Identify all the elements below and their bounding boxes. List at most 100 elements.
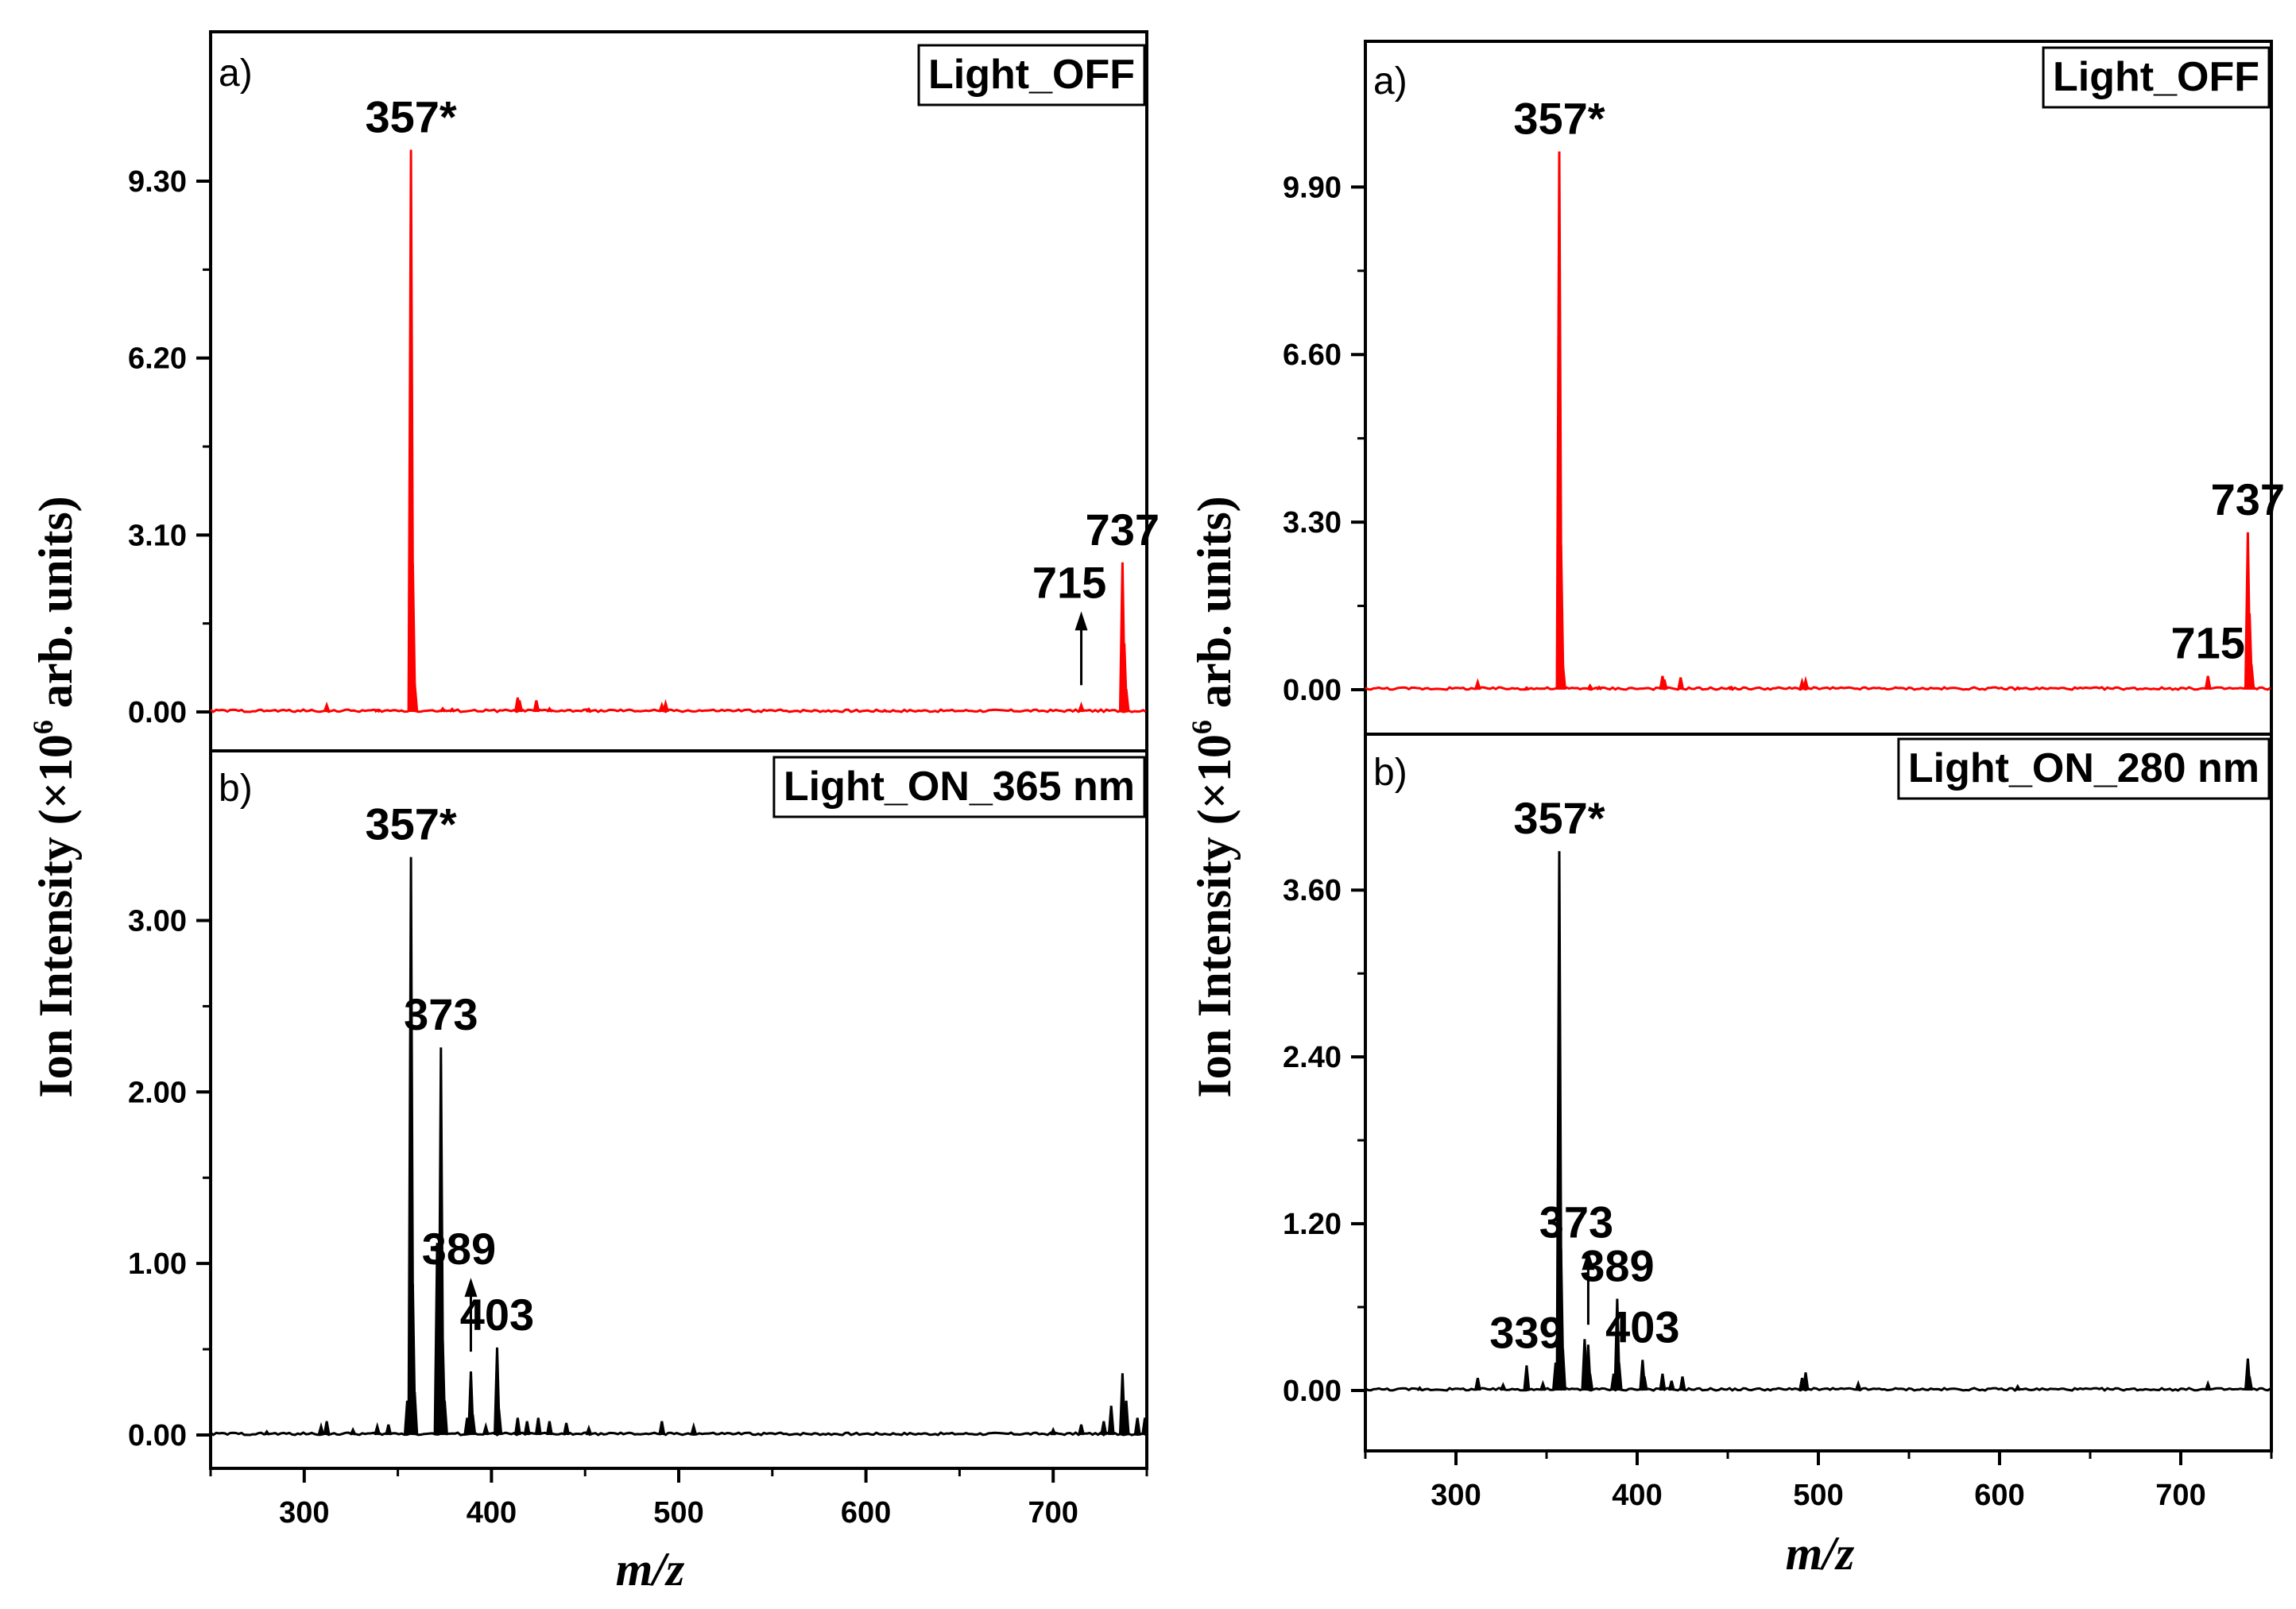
spectrum-peak [1559,1348,1566,1391]
plot-frame [209,749,1148,1470]
left-x-axis-title: m/z [616,1543,685,1595]
condition-label: Light_ON_280 nm [1908,745,2259,791]
spectrum-peak [323,1421,331,1436]
peak-annotation: 403 [460,1290,534,1340]
spectrum-peak [1473,678,1481,690]
right-y-axis-title-prefix: Ion Intensity (×10 [1188,734,1241,1098]
spectrum-peak [545,1421,553,1436]
spectrum-peak [658,1421,666,1436]
right-y-axis-title-suffix: arb. units) [1188,496,1241,720]
spectrum-peak [408,563,416,713]
spectrum-peak [263,1429,270,1436]
spectrum-peak [662,698,669,713]
y-tick-label: 3.00 [128,904,187,938]
spectrum-peak [1078,701,1085,713]
x-tick-label: 400 [467,1496,517,1530]
spectrum-peak [1728,685,1735,691]
spectrum-peak [563,1422,571,1436]
spectrum-peak [532,700,540,713]
spectrum-peak [1586,1373,1594,1391]
spectrum-peak [1133,1418,1141,1436]
right-y-axis-title: Ion Intensity (×106 arb. units) [1186,496,1241,1097]
peak-annotation: 389 [422,1224,496,1274]
spectrum-peak [1122,689,1130,713]
spectrum-peak [1802,675,1810,690]
spectrum-peak [2248,663,2255,690]
panel-left-b: 0.00 1.00 2.00 3.00 300 400 500 600 700 b) Light_O… [128,749,1149,1530]
spectrum-peak [534,1418,542,1436]
right-y-axis-title-exponent: 6 [1186,720,1218,734]
x-tick-label: 700 [2155,1479,2205,1512]
plot-frame [1364,40,2273,736]
peak-annotation: 357* [1513,793,1605,843]
x-tick-label: 500 [653,1496,703,1530]
panel-letter: a) [219,52,253,95]
annotation-arrowhead [1582,1251,1595,1271]
spectrum-peak [1523,686,1530,691]
y-tick-label: 3.60 [1283,874,1342,907]
y-tick-label: 0.00 [1283,1375,1342,1408]
spectrum-peak [1640,1376,1648,1391]
spectrum-peak [1615,1362,1623,1391]
spectrum-peak [1416,1386,1423,1391]
spectrum-peak [1107,1406,1115,1436]
spectrum-peak [411,683,419,713]
spectrum-baseline [210,1431,1147,1437]
peak-annotation: 373 [404,989,478,1039]
spectrum-peak [1499,1382,1507,1391]
spectrum-peak [585,1424,593,1436]
spectrum-peak [1659,1373,1667,1391]
x-tick-label: 400 [1612,1479,1662,1512]
x-tick-label: 700 [1028,1496,1078,1530]
spectrum-peak [1523,1365,1531,1391]
spectrum-peak [1854,1379,1862,1391]
spectrum-peak [1660,679,1668,690]
spectrum-peak [690,1421,698,1436]
panel-right-b: 0.00 1.20 2.40 3.60 300 400 500 600 700 b) Light_O… [1283,733,2273,1512]
spectrum-peak [1100,1421,1108,1436]
spectrum-baseline [210,708,1147,714]
spectrum-peak [1802,1372,1810,1391]
y-tick-label: 0.00 [128,696,187,729]
left-y-axis-title-suffix: arb. units) [29,496,82,720]
y-tick-label: 6.60 [1283,338,1342,372]
spectrum-peak [1667,1380,1675,1391]
spectrum-peak [516,700,524,713]
panel-letter: a) [1373,60,1407,102]
spectrum-peak [1078,1424,1085,1436]
spectrum-peak [881,708,889,714]
condition-label-box [2042,46,2271,109]
peak-annotation: 389 [1580,1241,1654,1291]
right-x-axis-title: m/z [1786,1527,1855,1580]
y-tick-label: 1.20 [1283,1208,1342,1241]
spectrum-baseline [1365,686,2271,691]
peak-annotation: 373 [1539,1197,1613,1247]
spectrum-peak [1539,1379,1547,1391]
spectrum-peak [1559,663,1566,690]
spectrum-peak [317,1421,325,1436]
y-tick-label: 1.00 [128,1247,187,1281]
condition-label-box [772,756,1146,818]
peak-annotation: 357* [365,799,456,849]
x-tick-label: 300 [1431,1479,1481,1512]
spectrum-peak [1473,1378,1481,1391]
spectrum-peak [1678,1376,1686,1391]
y-tick-label: 0.00 [1283,674,1342,707]
x-tick-label: 300 [279,1496,329,1530]
spectrum-peak [411,1391,419,1436]
annotation-arrowhead [1074,611,1088,631]
panel-right-a: 0.00 3.30 6.60 9.90 a) Light_OFF 357* 715 737 [1283,40,2285,736]
annotation-arrowhead [464,1278,478,1298]
spectrum-peak [439,706,447,713]
spectrum-peak [374,708,381,714]
spectrum-peak [374,1421,381,1436]
spectrum-peak [1586,683,1593,690]
spectrum-peak [1596,685,1603,691]
peak-annotation: 737 [1086,505,1160,555]
plot-frame [209,30,1148,752]
spectrum-peak [2246,1376,2254,1391]
y-tick-label: 9.30 [128,165,187,199]
spectrum-peak [1122,1400,1130,1436]
spectrum-peak [448,707,456,713]
